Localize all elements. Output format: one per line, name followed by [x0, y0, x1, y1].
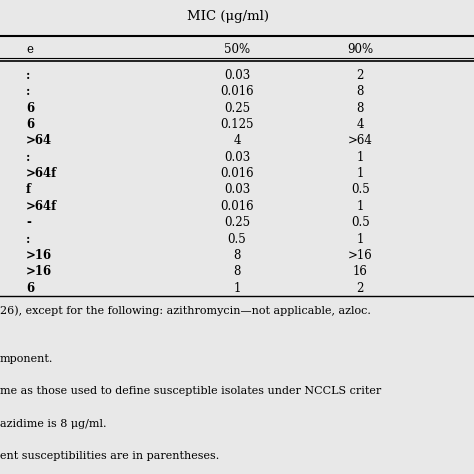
Text: 2: 2: [356, 69, 364, 82]
Text: 26), except for the following: azithromycin—not applicable, azloc.: 26), except for the following: azithromy…: [0, 306, 371, 316]
Text: 0.03: 0.03: [224, 183, 250, 196]
Text: 0.125: 0.125: [220, 118, 254, 131]
Text: me as those used to define susceptible isolates under NCCLS criter: me as those used to define susceptible i…: [0, 386, 381, 396]
Text: >64: >64: [348, 135, 373, 147]
Text: :: :: [26, 151, 30, 164]
Text: 6: 6: [26, 102, 34, 115]
Text: 0.03: 0.03: [224, 151, 250, 164]
Text: 8: 8: [356, 102, 364, 115]
Text: MIC (μg/ml): MIC (μg/ml): [187, 10, 268, 23]
Text: >16: >16: [348, 249, 373, 262]
Text: 0.25: 0.25: [224, 216, 250, 229]
Text: >16: >16: [26, 265, 52, 278]
Text: ent susceptibilities are in parentheses.: ent susceptibilities are in parentheses.: [0, 451, 219, 461]
Text: 0.25: 0.25: [224, 102, 250, 115]
Text: 1: 1: [356, 167, 364, 180]
Text: 16: 16: [353, 265, 368, 278]
Text: f: f: [26, 183, 31, 196]
Text: >64f: >64f: [26, 200, 57, 213]
Text: :: :: [26, 233, 30, 246]
Text: 0.016: 0.016: [220, 85, 254, 98]
Text: 6: 6: [26, 282, 34, 294]
Text: 1: 1: [356, 233, 364, 246]
Text: 1: 1: [233, 282, 241, 294]
Text: :: :: [26, 85, 30, 98]
Text: 0.5: 0.5: [351, 183, 370, 196]
Text: 4: 4: [233, 135, 241, 147]
Text: 0.5: 0.5: [351, 216, 370, 229]
Text: 8: 8: [233, 249, 241, 262]
Text: 1: 1: [356, 151, 364, 164]
Text: 0.016: 0.016: [220, 200, 254, 213]
Text: 6: 6: [26, 118, 34, 131]
Text: >16: >16: [26, 249, 52, 262]
Text: 2: 2: [356, 282, 364, 294]
Text: >64f: >64f: [26, 167, 57, 180]
Text: -: -: [26, 216, 31, 229]
Text: mponent.: mponent.: [0, 354, 54, 364]
Text: 0.03: 0.03: [224, 69, 250, 82]
Text: e: e: [26, 43, 33, 56]
Text: 0.5: 0.5: [228, 233, 246, 246]
Text: 4: 4: [356, 118, 364, 131]
Text: azidime is 8 μg/ml.: azidime is 8 μg/ml.: [0, 419, 107, 428]
Text: :: :: [26, 69, 30, 82]
Text: 50%: 50%: [224, 43, 250, 56]
Text: 1: 1: [356, 200, 364, 213]
Text: 8: 8: [356, 85, 364, 98]
Text: 90%: 90%: [347, 43, 374, 56]
Text: >64: >64: [26, 135, 52, 147]
Text: 8: 8: [233, 265, 241, 278]
Text: 0.016: 0.016: [220, 167, 254, 180]
